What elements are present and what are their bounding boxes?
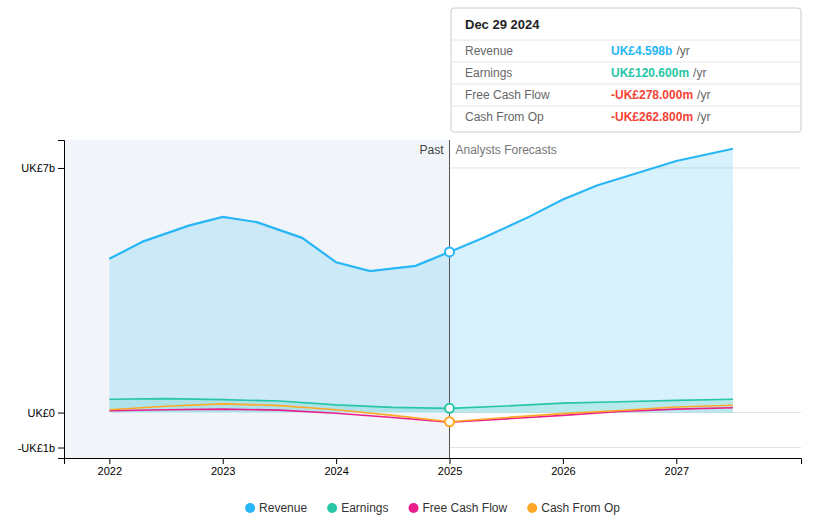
- series-line: [109, 149, 733, 271]
- series-line: [109, 399, 733, 409]
- info-box-label: Cash From Op: [465, 110, 544, 124]
- x-tick-mark: [336, 458, 337, 464]
- point-marker: [445, 417, 454, 426]
- legend-item: Cash From Op: [527, 501, 620, 515]
- legend-swatch: [245, 503, 255, 513]
- y-tick: -UK£1b: [18, 442, 64, 454]
- x-tick-label: 2024: [324, 465, 348, 477]
- x-tick: 2023: [211, 458, 235, 477]
- annotation: Analysts Forecasts: [456, 143, 557, 157]
- x-tick: 2024: [324, 458, 348, 477]
- x-tick-mark: [450, 458, 451, 464]
- legend-label: Revenue: [259, 501, 307, 515]
- x-tick: 2022: [98, 458, 122, 477]
- info-box-unit: /yr: [693, 66, 706, 80]
- chart: PastAnalysts Forecasts202220232024202520…: [0, 0, 821, 524]
- info-box-separator: [451, 84, 801, 85]
- info-box-value: UK£120.600m: [611, 66, 689, 80]
- y-tick-label: UK£7b: [21, 162, 55, 174]
- info-box-label: Revenue: [465, 44, 513, 58]
- y-tick-label: UK£0: [27, 407, 55, 419]
- legend-swatch: [527, 503, 537, 513]
- series-line: [109, 404, 733, 422]
- info-box-unit: /yr: [676, 44, 689, 58]
- info-box-title: Dec 29 2024: [465, 17, 540, 32]
- info-box: Dec 29 2024 Revenue UK£4.598b/yr Earnings UK…: [451, 8, 801, 132]
- y-axis-line: [58, 141, 65, 459]
- info-box-value: UK£4.598b: [611, 44, 672, 58]
- x-tick-label: 2023: [211, 465, 235, 477]
- info-box-value: -UK£278.000m: [611, 88, 693, 102]
- y-tick-label: -UK£1b: [18, 442, 55, 454]
- y-tick-mark: [58, 448, 64, 449]
- y-tick: UK£7b: [21, 162, 64, 174]
- info-box-frame: [451, 8, 801, 132]
- x-tick: 2025: [438, 458, 462, 477]
- x-tick-mark: [223, 458, 224, 464]
- legend-label: Earnings: [341, 501, 388, 515]
- info-box-unit: /yr: [697, 110, 710, 124]
- legend-label: Cash From Op: [541, 501, 620, 515]
- x-axis-line: [65, 459, 802, 465]
- point-marker: [445, 404, 454, 413]
- x-tick-label: 2025: [438, 465, 462, 477]
- annotation: Past: [419, 143, 444, 157]
- legend-swatch: [327, 503, 337, 513]
- legend-item: Revenue: [245, 501, 307, 515]
- legend: Revenue Earnings Free Cash Flow Cash From O…: [245, 501, 620, 515]
- info-box-value: -UK£262.800m: [611, 110, 693, 124]
- info-box-separator: [451, 40, 801, 41]
- x-tick: 2027: [665, 458, 689, 477]
- series-area: [109, 149, 733, 413]
- x-tick-mark: [109, 458, 110, 464]
- info-box-unit: /yr: [697, 88, 710, 102]
- y-tick: UK£0: [27, 407, 64, 419]
- info-box-label: Free Cash Flow: [465, 88, 550, 102]
- x-axis: 2022 2023 2024 2025 2026 2027: [65, 458, 802, 477]
- legend-item: Earnings: [327, 501, 388, 515]
- info-box-separator: [451, 106, 801, 107]
- x-tick-label: 2022: [98, 465, 122, 477]
- legend-label: Free Cash Flow: [423, 501, 508, 515]
- point-marker: [445, 247, 454, 256]
- x-tick: 2026: [551, 458, 575, 477]
- info-box-separator: [451, 62, 801, 63]
- plot-area: [64, 140, 733, 458]
- info-box-label: Earnings: [465, 66, 512, 80]
- y-tick-mark: [58, 413, 64, 414]
- y-tick-mark: [58, 168, 64, 169]
- y-axis: -UK£1b UK£0 UK£7b: [18, 141, 65, 459]
- x-tick-label: 2027: [665, 465, 689, 477]
- legend-item: Free Cash Flow: [409, 501, 508, 515]
- x-tick-mark: [563, 458, 564, 464]
- x-tick-label: 2026: [551, 465, 575, 477]
- legend-swatch: [409, 503, 419, 513]
- x-tick-mark: [676, 458, 677, 464]
